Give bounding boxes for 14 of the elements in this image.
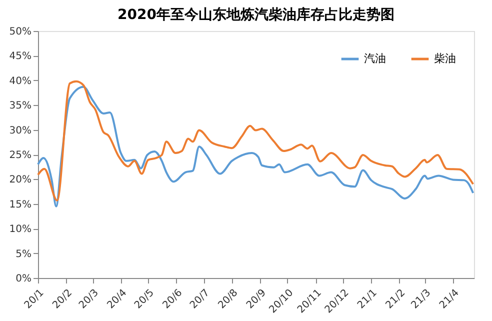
legend-label: 柴油 — [434, 52, 456, 65]
y-tick-label: 40% — [9, 76, 32, 87]
y-tick-label: 50% — [9, 26, 32, 38]
legend-label: 汽油 — [364, 52, 386, 65]
y-tick-label: 35% — [9, 100, 32, 112]
y-tick-label: 5% — [16, 248, 32, 260]
y-tick-label: 10% — [9, 224, 32, 236]
y-tick-label: 20% — [9, 174, 32, 186]
y-tick-label: 45% — [9, 51, 32, 62]
y-tick-label: 25% — [9, 150, 32, 161]
chart-title: 2020年至今山东地炼汽柴油库存占比走势图 — [118, 6, 394, 23]
y-tick-label: 0% — [16, 274, 32, 284]
y-tick-label: 30% — [9, 125, 32, 136]
y-tick-label: 15% — [9, 199, 32, 210]
